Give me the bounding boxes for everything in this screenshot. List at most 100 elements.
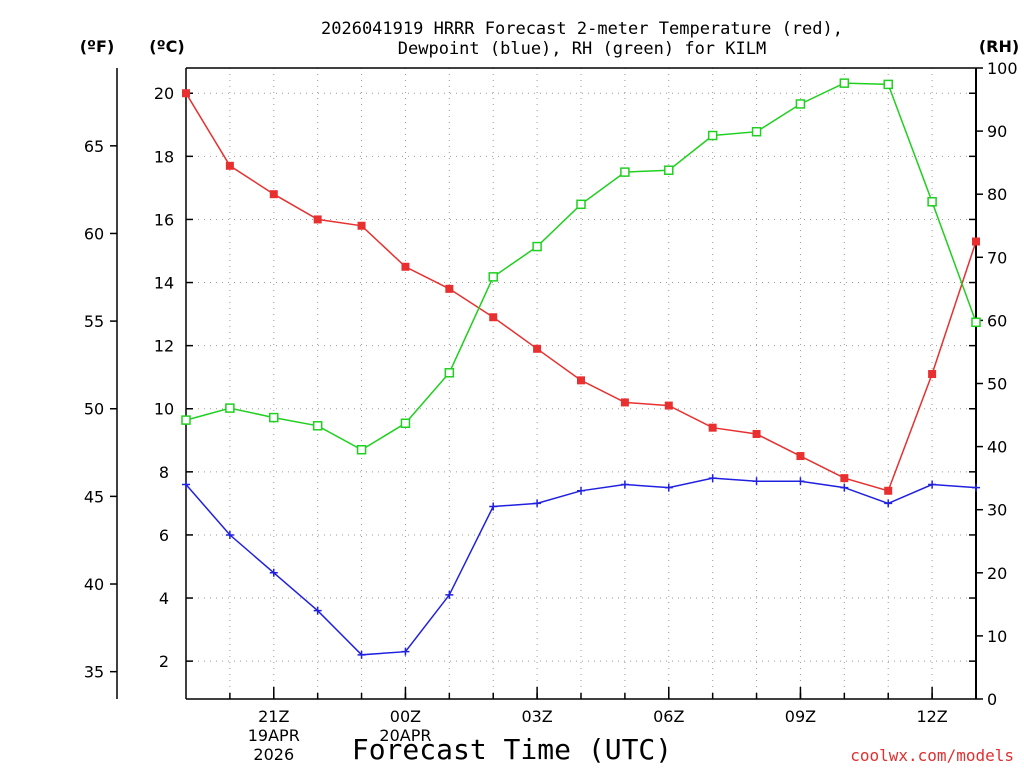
- data-series: [181, 78, 981, 659]
- rh-tick-label: 90: [987, 122, 1007, 141]
- dewpoint-point: [401, 647, 410, 656]
- dewpoint-point: [796, 477, 805, 486]
- celsius-tick-label: 12: [154, 337, 174, 356]
- temperature-point: [269, 190, 278, 199]
- celsius-unit-label: (ºC): [149, 37, 184, 56]
- rh-point: [795, 99, 806, 109]
- dewpoint-point: [884, 499, 893, 508]
- celsius-tick-label: 8: [159, 463, 169, 482]
- fahrenheit-unit-label: (ºF): [80, 37, 115, 56]
- axes: 2 4 6 8 10 12 14 16 18 20 35 40 45 50 55 60 65 0 10 20 30 40 5…: [84, 59, 1018, 764]
- x-tick-label: 20APR: [379, 726, 431, 745]
- rh-point: [971, 317, 981, 328]
- rh-unit-label: (RH): [979, 37, 1019, 56]
- rh-tick-label: 40: [987, 438, 1007, 457]
- dewpoint-point: [840, 483, 849, 492]
- x-tick-label: 2026: [253, 745, 294, 764]
- temperature-point: [357, 221, 366, 230]
- rh-tick-label: 70: [987, 248, 1007, 267]
- celsius-tick-label: 4: [159, 589, 169, 608]
- dewpoint-point: [313, 606, 322, 615]
- dewpoint-point: [269, 568, 278, 577]
- fahrenheit-tick-label: 65: [84, 137, 104, 156]
- rh-tick-label: 10: [987, 627, 1007, 646]
- rh-point: [225, 403, 235, 413]
- source-credit: coolwx.com/models: [850, 746, 1014, 765]
- rh-tick-label: 80: [987, 185, 1007, 204]
- rh-point: [400, 418, 411, 429]
- fahrenheit-tick-label: 35: [84, 663, 104, 682]
- x-tick-label: 09Z: [785, 707, 816, 726]
- rh-tick-label: 60: [987, 311, 1007, 330]
- series-dewpoint: [182, 474, 980, 659]
- rh-point: [488, 272, 498, 282]
- celsius-tick-label: 2: [159, 652, 169, 671]
- temperature-point: [489, 313, 498, 322]
- dewpoint-point: [708, 474, 717, 483]
- dewpoint-point: [664, 483, 673, 492]
- rh-tick-label: 0: [987, 690, 997, 709]
- rh-tick-label: 20: [987, 564, 1007, 583]
- temperature-point: [182, 89, 190, 98]
- celsius-tick-label: 14: [154, 274, 174, 293]
- temperature-point: [533, 344, 542, 353]
- temperature-point: [401, 262, 410, 271]
- temperature-point: [620, 398, 629, 407]
- rh-point: [620, 167, 630, 177]
- series-rh: [181, 78, 981, 455]
- temperature-point: [577, 376, 585, 385]
- celsius-tick-label: 18: [154, 147, 174, 166]
- x-tick-label: 03Z: [521, 707, 552, 726]
- temperature-point: [884, 486, 893, 495]
- rh-point: [356, 445, 367, 455]
- chart-title-line-2: Dewpoint (blue), RH (green) for KILM: [398, 39, 766, 59]
- dewpoint-point: [620, 480, 629, 489]
- dewpoint-point: [225, 530, 234, 539]
- rh-tick-label: 100: [987, 59, 1018, 78]
- fahrenheit-tick-label: 40: [84, 575, 104, 594]
- chart-title-line-1: 2026041919 HRRR Forecast 2-meter Tempera…: [321, 19, 843, 39]
- dewpoint-point: [533, 499, 542, 508]
- temperature-point: [840, 474, 849, 483]
- rh-tick-label: 30: [987, 501, 1007, 520]
- temperature-point: [972, 237, 980, 246]
- dewpoint-point: [752, 477, 761, 486]
- x-tick-label: 19APR: [248, 726, 300, 745]
- x-tick-label: 00Z: [390, 707, 421, 726]
- fahrenheit-tick-label: 60: [84, 224, 104, 243]
- rh-point: [927, 197, 937, 207]
- x-tick-label: 12Z: [916, 707, 947, 726]
- dewpoint-point: [928, 480, 937, 489]
- rh-point: [181, 415, 191, 425]
- x-tick-label: 06Z: [653, 707, 684, 726]
- fahrenheit-tick-label: 55: [84, 312, 104, 331]
- celsius-tick-label: 20: [154, 84, 174, 103]
- x-tick-label: 21Z: [258, 707, 289, 726]
- temperature-point: [752, 429, 761, 438]
- rh-point: [576, 199, 586, 210]
- celsius-tick-label: 16: [154, 210, 174, 229]
- temperature-point: [928, 370, 937, 379]
- rh-point: [707, 130, 718, 141]
- celsius-tick-label: 10: [154, 400, 174, 419]
- dewpoint-point: [182, 480, 190, 489]
- rh-point: [664, 165, 674, 175]
- temperature-point: [796, 452, 805, 461]
- rh-point: [532, 241, 542, 252]
- celsius-tick-label: 6: [159, 526, 169, 545]
- rh-tick-label: 50: [987, 375, 1007, 394]
- temperature-point: [664, 401, 673, 410]
- rh-point: [883, 79, 893, 90]
- dewpoint-point: [445, 590, 454, 599]
- series-temperature: [182, 89, 980, 495]
- x-axis-label: Forecast Time (UTC): [352, 733, 672, 766]
- dewpoint-point: [489, 502, 498, 511]
- dewpoint-point: [577, 486, 585, 495]
- rh-point: [312, 421, 323, 431]
- rh-point: [269, 412, 279, 423]
- fahrenheit-tick-label: 45: [84, 487, 104, 506]
- rh-point: [751, 126, 762, 137]
- dewpoint-point: [972, 483, 980, 492]
- rh-point: [444, 368, 455, 378]
